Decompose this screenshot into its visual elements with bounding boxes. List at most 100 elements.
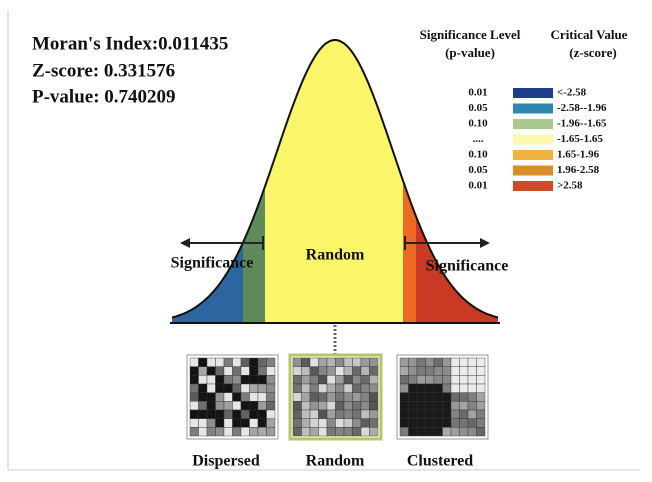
panel-label: Random	[306, 453, 365, 470]
map-cell	[360, 366, 370, 376]
map-cell	[476, 427, 486, 437]
map-cell	[459, 383, 469, 393]
map-cell	[399, 401, 409, 411]
map-cell	[408, 418, 418, 428]
map-cell	[335, 401, 345, 411]
map-cell	[266, 357, 276, 367]
map-cell	[206, 409, 216, 419]
legend-swatch	[513, 181, 553, 191]
map-cell	[433, 392, 443, 402]
map-cell	[399, 409, 409, 419]
map-cell	[198, 409, 208, 419]
map-cell	[309, 392, 319, 402]
map-cell	[450, 401, 460, 411]
map-cell	[266, 392, 276, 402]
map-cell	[399, 366, 409, 376]
map-cell	[425, 427, 435, 437]
legend-swatch	[513, 103, 553, 114]
map-cell	[198, 375, 208, 385]
map-cell	[425, 357, 435, 367]
map-cell	[215, 401, 225, 411]
map-cell	[352, 366, 362, 376]
map-cell	[408, 392, 418, 402]
map-cell	[433, 383, 443, 393]
map-cell	[399, 357, 409, 367]
map-cell	[318, 418, 328, 428]
map-cell	[266, 418, 276, 428]
bell-curve	[171, 39, 499, 319]
map-cell	[249, 427, 259, 437]
map-cell	[257, 409, 267, 419]
map-cell	[189, 383, 199, 393]
map-cell	[335, 383, 345, 393]
stat: Moran's Index:0.011435	[32, 33, 228, 54]
map-cell	[292, 427, 302, 437]
map-cell	[476, 383, 486, 393]
map-cell	[476, 375, 486, 385]
panel-label: Dispersed	[192, 453, 260, 470]
map-cell	[425, 392, 435, 402]
legend-header: (p-value)	[445, 45, 495, 60]
map-cell	[442, 427, 452, 437]
map-cell	[301, 357, 311, 367]
map-panel	[288, 353, 383, 441]
map-cell	[467, 427, 477, 437]
map-cell	[326, 427, 336, 437]
map-cell	[467, 392, 477, 402]
map-cell	[369, 401, 379, 411]
map-cell	[459, 427, 469, 437]
legend-z: 1.96-2.58	[557, 164, 600, 176]
map-cell	[249, 401, 259, 411]
map-cell	[459, 375, 469, 385]
map-cell	[408, 383, 418, 393]
map-cell	[399, 427, 409, 437]
curve-label: Random	[306, 247, 365, 264]
map-cell	[198, 392, 208, 402]
stat: P-value: 0.740209	[32, 86, 176, 107]
map-cell	[292, 409, 302, 419]
map-cell	[189, 392, 199, 402]
map-cell	[343, 375, 353, 385]
map-cell	[352, 401, 362, 411]
map-cell	[450, 383, 460, 393]
map-cell	[318, 375, 328, 385]
map-cell	[326, 383, 336, 393]
map-cell	[459, 392, 469, 402]
map-cell	[266, 401, 276, 411]
map-cell	[369, 418, 379, 428]
map-cell	[335, 427, 345, 437]
map-cell	[257, 383, 267, 393]
map-cell	[476, 409, 486, 419]
map-cell	[206, 418, 216, 428]
map-cell	[399, 392, 409, 402]
map-cell	[450, 366, 460, 376]
map-cell	[232, 418, 242, 428]
map-cell	[369, 366, 379, 376]
map-cell	[257, 418, 267, 428]
map-cell	[408, 357, 418, 367]
map-cell	[476, 418, 486, 428]
map-cell	[215, 375, 225, 385]
map-cell	[215, 392, 225, 402]
map-cell	[206, 375, 216, 385]
map-cell	[301, 401, 311, 411]
map-cell	[360, 409, 370, 419]
map-cell	[198, 427, 208, 437]
map-cell	[450, 375, 460, 385]
map-cell	[318, 366, 328, 376]
map-cell	[215, 427, 225, 437]
map-cell	[249, 357, 259, 367]
panel-label: Clustered	[407, 453, 473, 470]
map-cell	[352, 383, 362, 393]
map-cell	[223, 409, 233, 419]
map-cell	[206, 357, 216, 367]
map-cell	[223, 375, 233, 385]
map-cell	[232, 383, 242, 393]
map-cell	[266, 427, 276, 437]
arrow-head	[180, 238, 190, 248]
map-cell	[240, 383, 250, 393]
map-cell	[352, 392, 362, 402]
map-cell	[425, 401, 435, 411]
map-cell	[240, 375, 250, 385]
legend-z: 1.65-1.96	[557, 149, 600, 161]
